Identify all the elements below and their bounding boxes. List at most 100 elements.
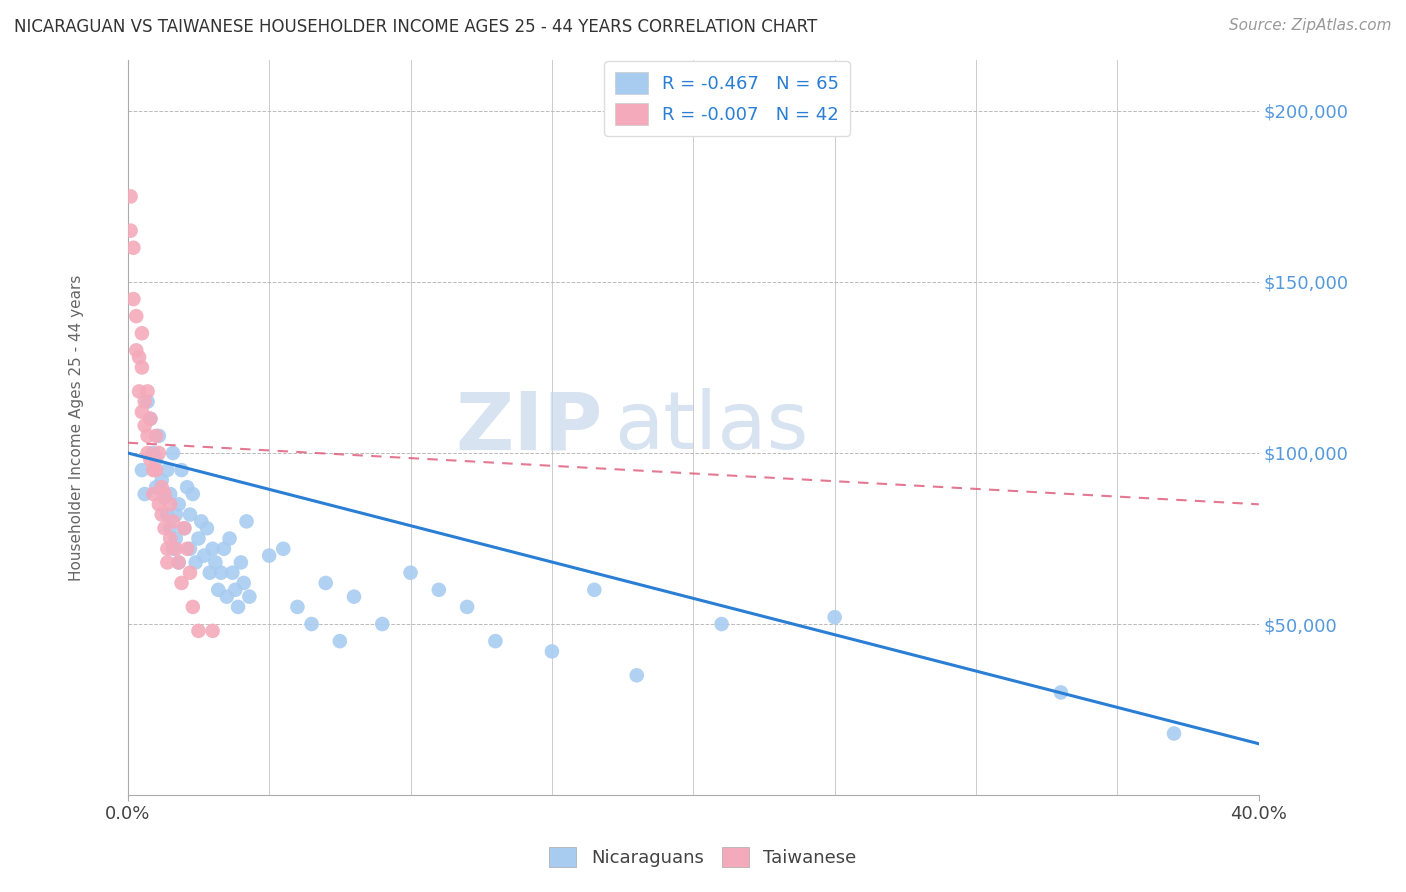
Legend: Nicaraguans, Taiwanese: Nicaraguans, Taiwanese [543,839,863,874]
Point [125,343,148,358]
Point [257,549,280,563]
Point [131,326,153,341]
Point [187,532,209,546]
Point [207,582,229,597]
Point [162,515,184,529]
Point [824,610,846,624]
Point [150,480,173,494]
Point [541,644,564,658]
Point [229,556,252,570]
Point [162,541,184,556]
Point [150,474,173,488]
Point [209,566,232,580]
Point [156,508,179,522]
Point [193,549,215,563]
Point [218,532,240,546]
Point [329,634,352,648]
Point [238,590,260,604]
Point [159,521,181,535]
Point [145,453,167,467]
Point [1050,685,1073,699]
Point [221,566,243,580]
Point [142,487,165,501]
Point [142,463,165,477]
Point [271,541,294,556]
Point [134,418,156,433]
Point [201,624,224,638]
Point [122,292,145,306]
Point [131,463,153,477]
Point [179,508,201,522]
Text: Source: ZipAtlas.com: Source: ZipAtlas.com [1229,18,1392,33]
Point [148,429,170,443]
Point [153,487,176,501]
Point [204,556,226,570]
Point [399,566,422,580]
Point [1163,726,1185,740]
Point [128,350,150,364]
Point [198,566,221,580]
Point [173,521,195,535]
Point [156,541,179,556]
Point [165,532,187,546]
Point [165,541,187,556]
Point [179,566,201,580]
Point [136,446,159,460]
Point [145,463,167,477]
Point [165,508,187,522]
Point [122,241,145,255]
Point [125,309,148,323]
Point [145,429,167,443]
Point [215,590,238,604]
Point [184,556,207,570]
Point [167,556,190,570]
Point [226,599,249,614]
Point [301,617,323,632]
Point [142,446,165,460]
Point [134,394,156,409]
Point [139,453,162,467]
Point [153,491,176,505]
Point [176,541,198,556]
Point [371,617,394,632]
Point [131,360,153,375]
Point [187,624,209,638]
Point [181,599,204,614]
Point [148,497,170,511]
Point [179,541,201,556]
Point [201,541,224,556]
Point [232,576,254,591]
Point [120,189,142,203]
Point [626,668,648,682]
Legend: R = -0.467   N = 65, R = -0.007   N = 42: R = -0.467 N = 65, R = -0.007 N = 42 [605,62,851,136]
Point [159,497,181,511]
Point [156,463,179,477]
Point [134,487,156,501]
Point [162,446,184,460]
Text: NICARAGUAN VS TAIWANESE HOUSEHOLDER INCOME AGES 25 - 44 YEARS CORRELATION CHART: NICARAGUAN VS TAIWANESE HOUSEHOLDER INCO… [14,18,817,36]
Point [190,515,212,529]
Point [150,508,173,522]
Point [176,480,198,494]
Point [235,515,257,529]
Point [148,446,170,460]
Point [167,556,190,570]
Text: Householder Income Ages 25 - 44 years: Householder Income Ages 25 - 44 years [69,274,84,581]
Point [427,582,450,597]
Point [159,532,181,546]
Point [195,521,218,535]
Point [456,599,478,614]
Point [170,463,193,477]
Point [139,411,162,425]
Point [173,521,195,535]
Point [343,590,366,604]
Point [136,384,159,399]
Point [583,582,606,597]
Point [131,405,153,419]
Point [167,497,190,511]
Point [136,394,159,409]
Point [128,384,150,399]
Point [484,634,506,648]
Point [159,487,181,501]
Point [136,429,159,443]
